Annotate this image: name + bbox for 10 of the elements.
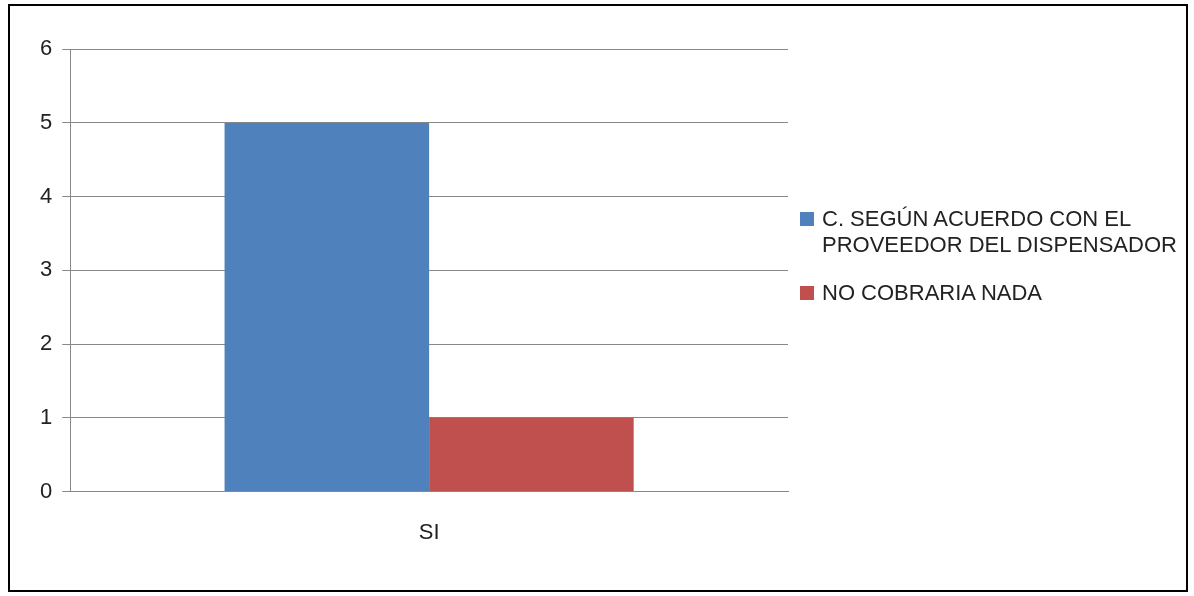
y-tick-label: 6 xyxy=(39,35,53,61)
x-tick-label: SI xyxy=(418,518,440,544)
y-tick-label: 5 xyxy=(39,109,53,134)
y-tick-label: 0 xyxy=(39,477,53,503)
legend-label: C. SEGÚN ACUERDO CON EL PROVEEDOR DEL DISPENSADOR xyxy=(822,206,1178,258)
y-tick-label: 2 xyxy=(39,330,53,356)
y-tick-label: 3 xyxy=(39,256,53,282)
legend-label: NO COBRARIA NADA xyxy=(822,280,1043,306)
y-tick-label: 4 xyxy=(39,182,53,208)
y-tick-label: 1 xyxy=(39,403,53,429)
